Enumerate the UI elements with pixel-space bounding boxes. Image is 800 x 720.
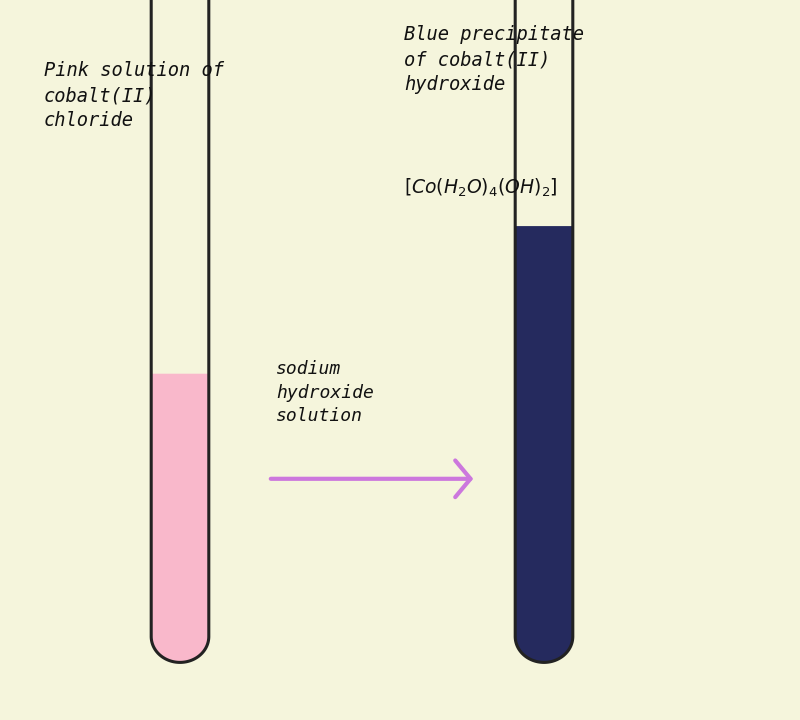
Text: Blue precipitate
of cobalt(II)
hydroxide: Blue precipitate of cobalt(II) hydroxide	[404, 25, 584, 94]
Text: sodium
hydroxide
solution: sodium hydroxide solution	[276, 360, 374, 426]
Polygon shape	[151, 0, 209, 662]
Polygon shape	[515, 0, 573, 662]
Polygon shape	[151, 374, 209, 662]
Polygon shape	[515, 227, 573, 662]
Text: Pink solution of
cobalt(II)
chloride: Pink solution of cobalt(II) chloride	[44, 61, 224, 130]
Text: $[Co(H_2O)_4(OH)_2]$: $[Co(H_2O)_4(OH)_2]$	[404, 176, 558, 199]
